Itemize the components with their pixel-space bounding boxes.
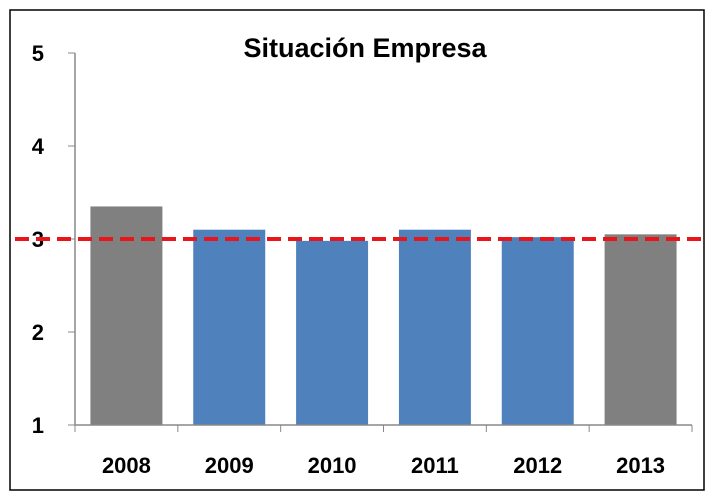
x-tick-label: 2010 [308,453,357,478]
y-tick-label: 4 [32,134,45,159]
bar [296,240,369,425]
x-tick-label: 2011 [411,453,459,478]
x-tick-label: 2013 [616,453,665,478]
y-tick-label: 5 [32,41,44,66]
x-tick-label: 2008 [102,453,151,478]
chart-title: Situación Empresa [243,33,487,63]
y-tick-label: 2 [32,320,44,345]
bar [398,229,471,425]
bar [90,206,163,425]
bar [604,234,677,425]
x-tick-label: 2009 [205,453,254,478]
bar [501,237,574,425]
y-tick-label: 1 [32,413,44,438]
bar [193,229,266,425]
x-tick-label: 2012 [513,453,562,478]
